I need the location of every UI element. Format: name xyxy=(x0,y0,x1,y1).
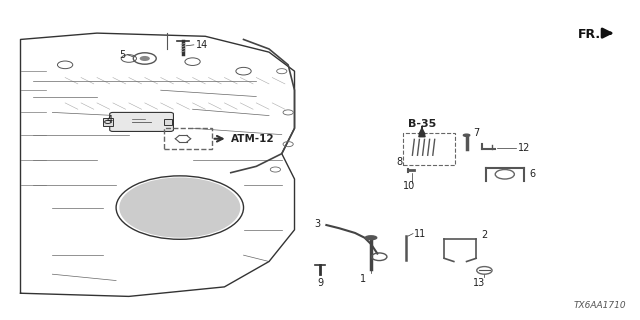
Ellipse shape xyxy=(463,134,470,136)
Text: 1: 1 xyxy=(360,274,366,284)
Text: 12: 12 xyxy=(518,143,530,153)
Bar xyxy=(103,118,113,126)
Text: 8: 8 xyxy=(397,157,403,167)
Circle shape xyxy=(140,56,150,61)
Text: 14: 14 xyxy=(196,40,208,50)
Ellipse shape xyxy=(365,236,377,240)
FancyBboxPatch shape xyxy=(109,112,173,132)
Bar xyxy=(164,119,172,125)
Circle shape xyxy=(119,178,241,238)
Text: 2: 2 xyxy=(481,229,488,240)
Text: 11: 11 xyxy=(414,228,426,239)
Text: 13: 13 xyxy=(473,278,485,288)
Text: TX6AA1710: TX6AA1710 xyxy=(573,301,626,310)
Text: 7: 7 xyxy=(473,128,479,138)
Text: 3: 3 xyxy=(314,219,320,229)
Text: 4: 4 xyxy=(107,115,113,125)
Text: 9: 9 xyxy=(317,278,323,288)
Text: 5: 5 xyxy=(120,50,125,60)
Text: 10: 10 xyxy=(403,181,415,191)
Text: ATM-12: ATM-12 xyxy=(231,134,275,144)
Text: FR.: FR. xyxy=(578,28,601,41)
Text: B-35: B-35 xyxy=(408,118,436,129)
Text: 6: 6 xyxy=(529,169,535,179)
